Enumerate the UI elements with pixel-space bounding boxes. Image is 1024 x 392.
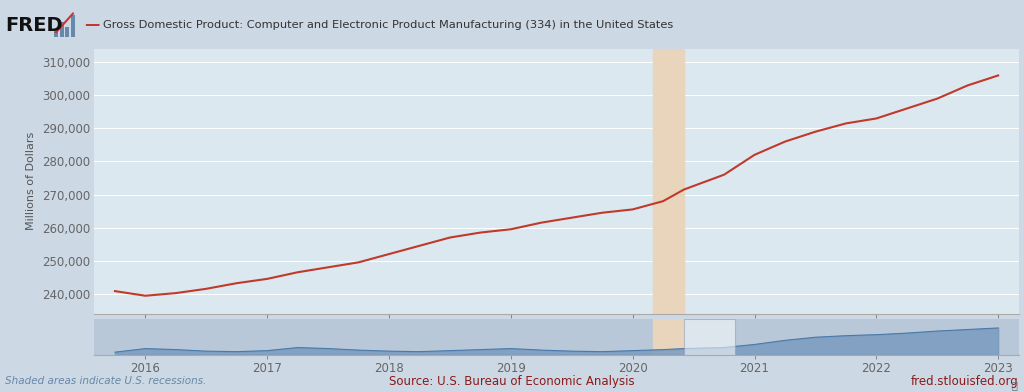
Bar bbox=[54, 30, 58, 37]
Text: fred.stlouisfed.org: fred.stlouisfed.org bbox=[911, 374, 1019, 388]
Text: Shaded areas indicate U.S. recessions.: Shaded areas indicate U.S. recessions. bbox=[5, 376, 207, 386]
Text: ⛶: ⛶ bbox=[1012, 380, 1018, 390]
Text: Gross Domestic Product: Computer and Electronic Product Manufacturing (334) in t: Gross Domestic Product: Computer and Ele… bbox=[103, 20, 674, 30]
Text: FRED: FRED bbox=[5, 16, 62, 35]
Bar bbox=[653, 319, 684, 355]
Bar bbox=[653, 49, 684, 314]
Text: Source: U.S. Bureau of Economic Analysis: Source: U.S. Bureau of Economic Analysis bbox=[389, 374, 635, 388]
Bar bbox=[59, 22, 63, 37]
Text: —: — bbox=[84, 17, 99, 32]
Y-axis label: Millions of Dollars: Millions of Dollars bbox=[27, 132, 36, 230]
Bar bbox=[66, 27, 70, 37]
Bar bbox=[71, 15, 75, 37]
Bar bbox=[684, 319, 735, 355]
